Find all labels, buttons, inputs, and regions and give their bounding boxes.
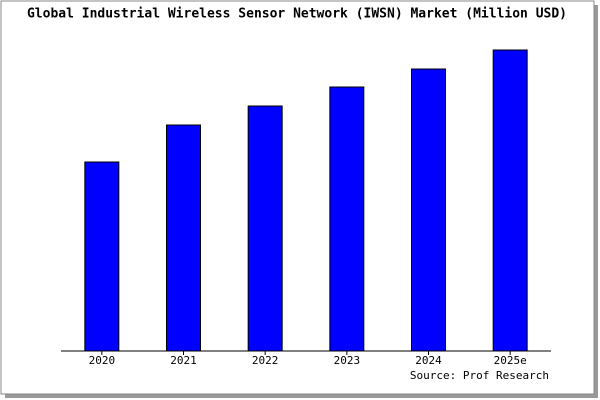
title-clip: Global Industrial Wireless Sensor Networ…	[27, 7, 567, 22]
bar	[247, 105, 283, 352]
marks: 2020 2021 2022 2023 2024 2025e	[84, 49, 528, 367]
x-tick-label: 2021	[170, 354, 197, 367]
x-tick-label: 2025e	[494, 354, 527, 367]
bar	[492, 49, 528, 352]
bar	[166, 124, 201, 352]
bar	[84, 161, 120, 352]
x-tick-label: 2023	[334, 354, 361, 367]
x-tick-label: 2022	[252, 354, 279, 367]
x-tick-label: 2020	[89, 354, 116, 367]
chart-title: Global Industrial Wireless Sensor Networ…	[27, 7, 567, 22]
x-tick-label: 2024	[415, 354, 442, 367]
plot-area	[61, 40, 551, 351]
bar	[411, 68, 446, 352]
bar	[329, 86, 365, 352]
source-note: Source: Prof Research	[410, 369, 549, 382]
